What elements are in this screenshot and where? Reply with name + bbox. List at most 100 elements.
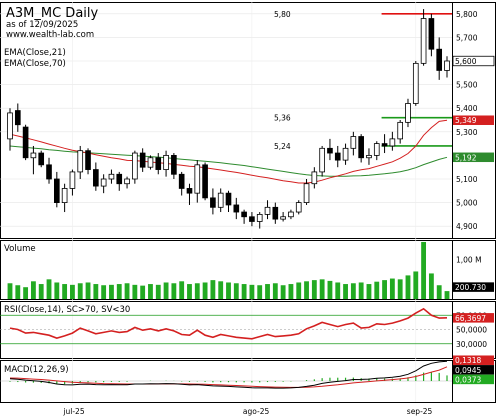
candle-body	[171, 154, 177, 175]
candle	[272, 202, 279, 224]
volume-bar	[7, 283, 13, 299]
candle	[186, 183, 193, 205]
ema70-legend: EMA(Close,70)	[4, 59, 66, 69]
candle-body	[100, 178, 107, 187]
candle-body	[272, 206, 279, 220]
candle	[280, 212, 286, 222]
site-watermark: www.wealth-lab.com	[6, 30, 94, 40]
value-badges: 5,600 5,349 5,192 200.730 66,3697 0,13180,094…	[452, 55, 495, 385]
price-badge-ema21: 5,349	[455, 116, 477, 125]
candle	[85, 148, 91, 175]
price-badge-ema70: 5,192	[455, 153, 477, 162]
price-badge-price-bg	[453, 56, 494, 66]
volume-bar	[265, 284, 270, 299]
candle-body	[241, 211, 247, 218]
candle	[116, 171, 123, 191]
rsi-badge-bg	[453, 313, 494, 323]
price-badge-ema70-bg	[453, 152, 494, 163]
axis-ticks: 5,800 5,700 5,600 5,500 5,400 5,300 5,100 5,000…	[62, 10, 487, 416]
rsi-title: RSI(Close,14), SC>70, SV<30	[4, 305, 130, 315]
candle	[397, 120, 403, 144]
candle	[38, 150, 45, 168]
candle-body	[217, 192, 224, 208]
volume-bar	[77, 283, 83, 299]
candle-body	[334, 152, 341, 161]
candle	[210, 188, 216, 215]
rsi-tick-label: 50,0000	[456, 326, 487, 335]
volume-bar	[93, 284, 99, 299]
candle	[249, 212, 255, 227]
candle-body	[381, 143, 388, 147]
price-tick-label: 5,000	[456, 199, 478, 208]
candle-body	[124, 178, 130, 185]
volume-bar	[397, 279, 403, 299]
macd-signal-line	[9, 366, 448, 388]
volume-bar	[132, 284, 138, 299]
macd-hist-badge: 0,0373	[455, 375, 481, 384]
candle	[295, 200, 302, 215]
candle	[155, 153, 162, 175]
price-tick-label: 5,800	[456, 10, 478, 19]
volume-bar	[210, 280, 216, 299]
candle-body	[225, 192, 232, 206]
volume-bar	[249, 284, 255, 299]
candle-body	[327, 147, 333, 154]
candle-body	[373, 143, 380, 156]
candle-body	[77, 150, 84, 173]
volume-bar	[23, 287, 29, 299]
macd-badge: 0,1318	[455, 356, 481, 365]
candle	[366, 148, 372, 165]
volume-badge: 200.730	[455, 283, 486, 292]
candle-body	[342, 147, 349, 161]
volume-bar	[335, 282, 341, 299]
candle	[412, 61, 419, 106]
candle	[358, 134, 364, 163]
volume-bar	[288, 284, 294, 299]
candle	[77, 145, 84, 179]
candle	[22, 124, 29, 161]
volume-bar	[226, 282, 231, 299]
volume-bar	[124, 283, 130, 299]
candle-body	[85, 150, 91, 170]
volume-bar	[163, 282, 169, 299]
volume-bar	[366, 284, 372, 299]
candle	[108, 169, 115, 184]
candle-body	[280, 216, 286, 220]
candle	[217, 188, 224, 213]
volume-bar	[436, 285, 442, 299]
candle-body	[366, 154, 372, 159]
candle-body	[264, 206, 271, 215]
candle-body	[233, 204, 240, 213]
volume-bar	[382, 280, 387, 299]
volume-bar	[374, 281, 380, 299]
candle	[241, 209, 247, 224]
volume-bar	[343, 284, 348, 299]
volume-bar	[350, 283, 356, 299]
ema-lines	[9, 119, 448, 184]
candle	[225, 190, 232, 213]
rsi-tick-label: 30,0000	[456, 340, 487, 349]
candle	[428, 13, 435, 57]
volume-badge-bg	[453, 282, 494, 292]
price-tick-label: 4,900	[456, 222, 478, 231]
volume-bar	[241, 284, 247, 299]
candle-body	[405, 103, 411, 123]
candle-body	[412, 62, 419, 104]
macd-hist-badge-bg	[453, 374, 494, 385]
volume-bar	[358, 282, 364, 299]
candle-body	[444, 60, 450, 71]
candle-body	[7, 112, 13, 140]
volume-bar	[179, 281, 185, 299]
volume-bar	[85, 282, 91, 299]
candle-body	[155, 157, 162, 170]
price-tick-label: 5,100	[456, 175, 478, 184]
price-badge-price: 5,600	[455, 57, 477, 66]
candle-body	[311, 171, 318, 185]
as-of-date: as of 12/09/2025	[6, 20, 78, 30]
volume-bar	[54, 282, 60, 299]
candle-body	[38, 152, 45, 166]
macd-line	[9, 360, 448, 389]
candle-body	[319, 147, 325, 173]
macd-signal-badge: 0,0945	[455, 366, 481, 375]
